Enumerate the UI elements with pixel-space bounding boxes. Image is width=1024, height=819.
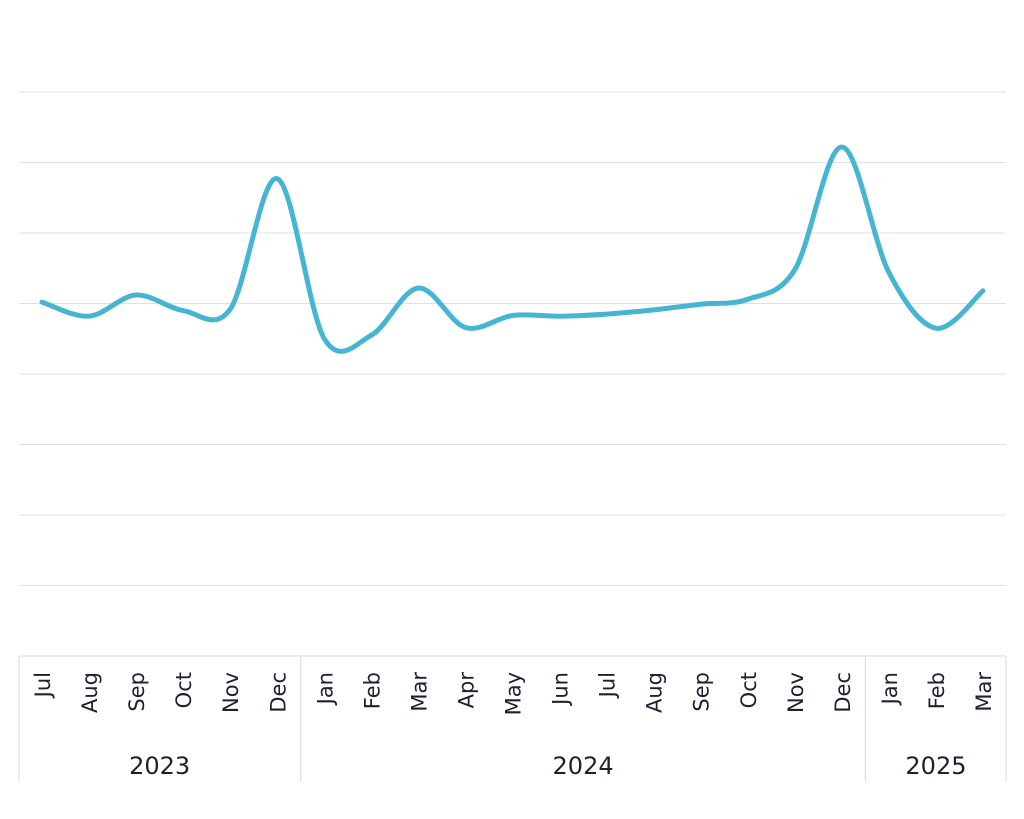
x-tick-label: Aug <box>643 672 667 713</box>
x-tick-label: Nov <box>784 672 808 713</box>
x-axis <box>18 655 1007 782</box>
x-tick-label: Apr <box>454 672 478 709</box>
year-group-labels: 2023 2024 2025 <box>129 752 966 780</box>
x-tick-label: Jan <box>313 672 337 706</box>
x-tick-label: Aug <box>78 672 102 713</box>
x-tick-label: Feb <box>360 672 384 709</box>
x-tick-label: Nov <box>219 672 243 713</box>
gridlines <box>19 91 1006 586</box>
x-tick-label: Sep <box>690 672 714 712</box>
series-line <box>39 144 986 354</box>
x-tick-label: Jul <box>31 672 55 699</box>
year-label: 2025 <box>905 752 966 780</box>
x-tick-labels: Jul Aug Sep Oct Nov Dec Jan Feb Mar Apr May Jun Jul A… <box>31 672 996 716</box>
x-tick-label: Jul <box>596 672 620 699</box>
x-tick-label: Oct <box>172 672 196 708</box>
x-tick-label: Jun <box>549 672 573 707</box>
x-tick-label: Sep <box>125 672 149 712</box>
year-label: 2024 <box>553 752 614 780</box>
x-tick-label: Jan <box>878 672 902 706</box>
x-tick-label: Mar <box>972 672 996 712</box>
x-tick-label: Oct <box>737 672 761 708</box>
series-layer <box>39 144 986 354</box>
year-label: 2023 <box>129 752 190 780</box>
x-tick-label: May <box>502 672 526 715</box>
x-tick-label: Dec <box>266 672 290 713</box>
x-tick-label: Dec <box>831 672 855 713</box>
x-tick-label: Mar <box>407 672 431 712</box>
x-tick-label: Feb <box>925 672 949 709</box>
